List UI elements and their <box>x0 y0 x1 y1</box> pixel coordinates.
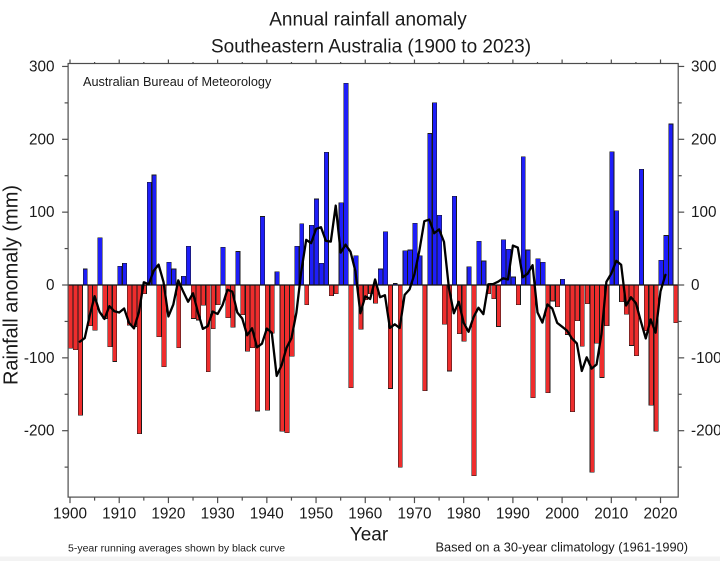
svg-text:200: 200 <box>29 131 55 148</box>
svg-text:0: 0 <box>691 277 700 294</box>
svg-text:0: 0 <box>46 277 55 294</box>
svg-text:Year: Year <box>350 525 389 546</box>
svg-text:Annual rainfall anomaly: Annual rainfall anomaly <box>269 10 467 31</box>
svg-text:Australian Bureau of Meteorolo: Australian Bureau of Meteorology <box>83 75 272 89</box>
svg-text:1940: 1940 <box>250 506 284 523</box>
svg-text:-200: -200 <box>691 423 720 440</box>
svg-text:2000: 2000 <box>545 506 579 523</box>
svg-text:1930: 1930 <box>201 506 235 523</box>
svg-text:-200: -200 <box>24 423 55 440</box>
svg-text:Rainfall anomaly (mm): Rainfall anomaly (mm) <box>1 185 23 385</box>
svg-text:Based on a 30-year climatology: Based on a 30-year climatology (1961-199… <box>435 540 688 555</box>
svg-text:100: 100 <box>691 204 717 221</box>
svg-text:1920: 1920 <box>151 506 185 523</box>
svg-text:1960: 1960 <box>348 506 382 523</box>
svg-text:-100: -100 <box>24 350 55 367</box>
svg-text:Southeastern Australia (1900 t: Southeastern Australia (1900 to 2023) <box>211 37 531 58</box>
svg-text:300: 300 <box>691 58 717 75</box>
svg-text:1900: 1900 <box>53 506 87 523</box>
svg-text:-100: -100 <box>691 350 720 367</box>
svg-text:100: 100 <box>29 204 55 221</box>
svg-text:1910: 1910 <box>102 506 136 523</box>
svg-text:2020: 2020 <box>643 506 677 523</box>
svg-text:200: 200 <box>691 131 717 148</box>
svg-text:300: 300 <box>29 58 55 75</box>
svg-text:1990: 1990 <box>496 506 530 523</box>
svg-text:5-year running averages shown: 5-year running averages shown by black c… <box>68 543 285 555</box>
svg-text:1950: 1950 <box>299 506 333 523</box>
svg-text:1980: 1980 <box>447 506 481 523</box>
svg-text:2010: 2010 <box>594 506 628 523</box>
svg-text:1970: 1970 <box>397 506 431 523</box>
